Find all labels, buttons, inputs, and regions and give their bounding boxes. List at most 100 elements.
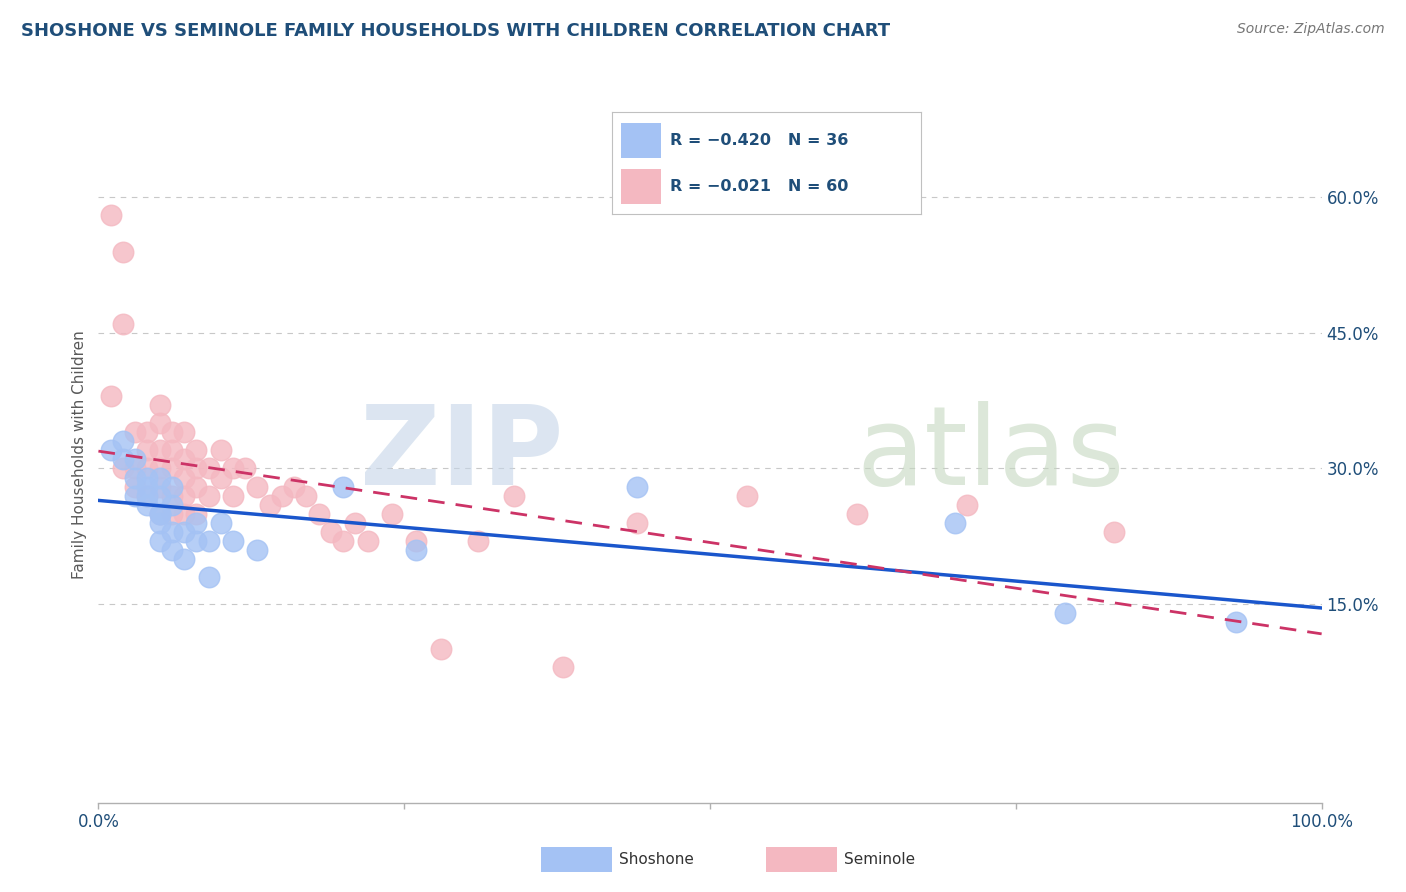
Point — [160, 489, 183, 503]
Point — [186, 443, 208, 458]
Point — [160, 425, 183, 440]
Point — [259, 498, 281, 512]
Point — [124, 452, 146, 467]
Point — [149, 470, 172, 484]
Point — [100, 443, 122, 458]
Point — [186, 516, 208, 530]
Point — [197, 570, 219, 584]
Point — [173, 489, 195, 503]
Point — [295, 489, 318, 503]
Point — [197, 489, 219, 503]
Point — [197, 533, 219, 548]
Point — [160, 507, 183, 521]
Point — [149, 398, 172, 412]
Point — [100, 209, 122, 223]
Point — [160, 542, 183, 557]
Point — [467, 533, 489, 548]
Point — [160, 524, 183, 539]
Point — [943, 516, 966, 530]
Point — [209, 516, 232, 530]
Point — [160, 443, 183, 458]
Text: atlas: atlas — [856, 401, 1125, 508]
Point — [430, 642, 453, 657]
Point — [209, 470, 232, 484]
Point — [111, 317, 134, 331]
Point — [124, 479, 146, 493]
Point — [149, 461, 172, 475]
Y-axis label: Family Households with Children: Family Households with Children — [72, 331, 87, 579]
Point — [160, 498, 183, 512]
Point — [956, 498, 979, 512]
Point — [173, 452, 195, 467]
Point — [222, 461, 245, 475]
Point — [246, 479, 269, 493]
Point — [149, 489, 172, 503]
Point — [136, 498, 159, 512]
Point — [111, 244, 134, 259]
Point — [222, 489, 245, 503]
Point — [270, 489, 294, 503]
Point — [124, 470, 146, 484]
Point — [626, 516, 648, 530]
Point — [149, 507, 172, 521]
Point — [332, 533, 354, 548]
Point — [308, 507, 330, 521]
Point — [186, 507, 208, 521]
Point — [503, 489, 526, 503]
Text: Shoshone: Shoshone — [619, 853, 693, 867]
Point — [1225, 615, 1247, 629]
Point — [332, 479, 354, 493]
Point — [124, 461, 146, 475]
Text: R = −0.021   N = 60: R = −0.021 N = 60 — [671, 179, 849, 194]
Point — [160, 461, 183, 475]
Point — [233, 461, 256, 475]
Point — [136, 443, 159, 458]
Point — [283, 479, 305, 493]
Point — [405, 542, 427, 557]
Point — [186, 461, 208, 475]
Point — [1102, 524, 1125, 539]
Point — [100, 389, 122, 403]
Point — [344, 516, 367, 530]
Point — [136, 425, 159, 440]
Point — [111, 461, 134, 475]
Point — [173, 524, 195, 539]
Point — [149, 507, 172, 521]
Point — [381, 507, 404, 521]
Point — [626, 479, 648, 493]
Point — [173, 507, 195, 521]
Point — [209, 443, 232, 458]
Text: R = −0.420   N = 36: R = −0.420 N = 36 — [671, 133, 849, 148]
Point — [149, 533, 172, 548]
Point — [149, 516, 172, 530]
Point — [173, 551, 195, 566]
Text: SHOSHONE VS SEMINOLE FAMILY HOUSEHOLDS WITH CHILDREN CORRELATION CHART: SHOSHONE VS SEMINOLE FAMILY HOUSEHOLDS W… — [21, 22, 890, 40]
Point — [735, 489, 758, 503]
Point — [319, 524, 342, 539]
Point — [160, 479, 183, 493]
Text: Source: ZipAtlas.com: Source: ZipAtlas.com — [1237, 22, 1385, 37]
Point — [1053, 606, 1076, 620]
Point — [246, 542, 269, 557]
Point — [553, 660, 575, 674]
Point — [136, 479, 159, 493]
Point — [405, 533, 427, 548]
Point — [173, 470, 195, 484]
Text: Seminole: Seminole — [844, 853, 915, 867]
Point — [222, 533, 245, 548]
Point — [149, 417, 172, 431]
Point — [356, 533, 378, 548]
Text: ZIP: ZIP — [360, 401, 564, 508]
Point — [124, 489, 146, 503]
Point — [111, 434, 134, 449]
Point — [124, 425, 146, 440]
Point — [149, 443, 172, 458]
Point — [136, 470, 159, 484]
Point — [111, 452, 134, 467]
Point — [845, 507, 868, 521]
Point — [136, 461, 159, 475]
FancyBboxPatch shape — [621, 169, 661, 204]
Point — [136, 489, 159, 503]
Point — [186, 479, 208, 493]
Point — [173, 425, 195, 440]
